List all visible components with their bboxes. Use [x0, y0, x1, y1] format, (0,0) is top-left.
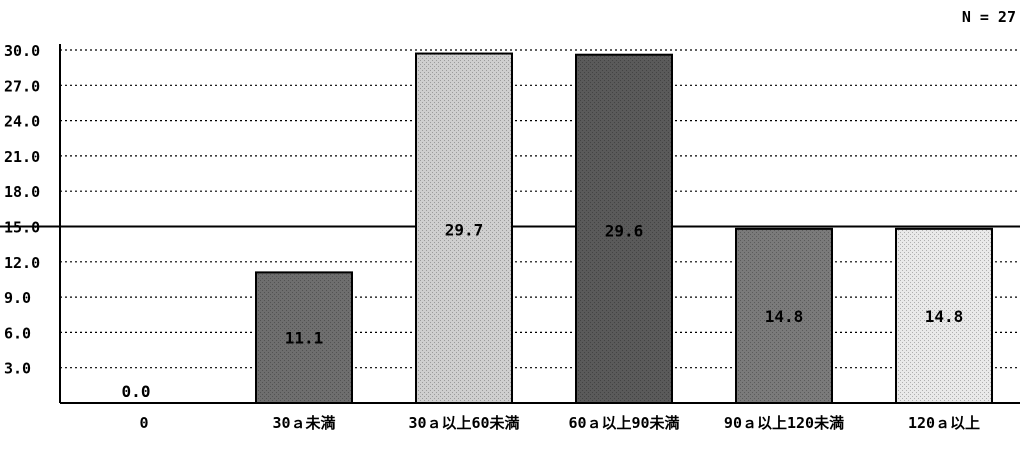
x-tick-label: 30ａ以上60未満 — [408, 414, 519, 432]
sample-size-label: N = 27 — [962, 8, 1016, 26]
y-tick-label: 3.0 — [4, 360, 31, 378]
y-tick-label: 15.0 — [4, 219, 40, 237]
data-label: 29.7 — [445, 221, 484, 240]
data-label: 0.0 — [122, 382, 151, 401]
data-labels: 0.0 11.1 29.7 29.6 14.8 14.8 — [122, 221, 964, 401]
axes — [60, 44, 1020, 403]
y-tick-labels: 30.0 27.0 24.0 21.0 18.0 15.0 12.0 9.0 6.0 3.0 — [4, 42, 40, 378]
y-tick-label: 18.0 — [4, 183, 40, 201]
data-label: 14.8 — [765, 307, 804, 326]
y-tick-label: 24.0 — [4, 113, 40, 131]
data-label: 11.1 — [285, 329, 324, 348]
y-tick-label: 6.0 — [4, 324, 31, 342]
y-tick-label: 21.0 — [4, 148, 40, 166]
y-tick-label: 27.0 — [4, 77, 40, 95]
x-tick-label: 30ａ未満 — [272, 414, 335, 432]
x-tick-label: 120ａ以上 — [908, 414, 980, 432]
data-label: 14.8 — [925, 307, 964, 326]
data-label: 29.6 — [605, 222, 644, 241]
y-tick-label: 9.0 — [4, 289, 31, 307]
x-tick-label: 90ａ以上120未満 — [724, 414, 844, 432]
y-tick-label: 12.0 — [4, 254, 40, 272]
x-tick-label: 60ａ以上90未満 — [568, 414, 679, 432]
x-tick-labels: 0 30ａ未満 30ａ以上60未満 60ａ以上90未満 90ａ以上120未満 120ａ以上 — [139, 414, 980, 432]
x-tick-label: 0 — [139, 414, 148, 432]
y-tick-label: 30.0 — [4, 42, 40, 60]
grid-lines — [60, 50, 1020, 368]
